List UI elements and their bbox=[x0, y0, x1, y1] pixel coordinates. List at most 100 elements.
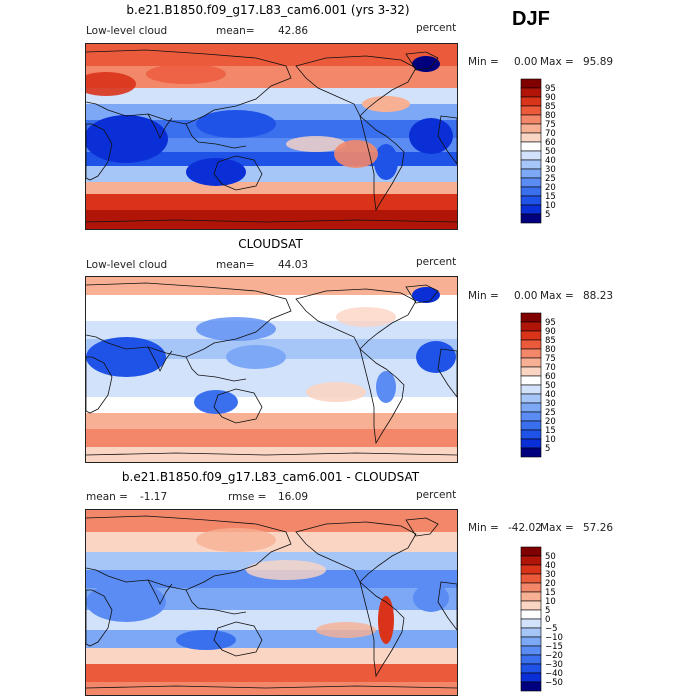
colorbar-box bbox=[520, 681, 542, 692]
colorbar-box bbox=[520, 78, 542, 89]
cloud-patch bbox=[306, 382, 366, 402]
panel-3-mean-value: -1.17 bbox=[140, 491, 168, 503]
coastline bbox=[86, 282, 292, 358]
panel-3-mean-label: mean = bbox=[86, 491, 128, 503]
panel-2-mean-label: mean= bbox=[216, 259, 255, 271]
cloud-patch bbox=[146, 64, 226, 84]
panel-2-min-label: Min = bbox=[468, 290, 499, 302]
panel-3-units: percent bbox=[416, 489, 457, 501]
coastline bbox=[405, 517, 439, 537]
latitude-band bbox=[86, 295, 457, 321]
coastline bbox=[185, 589, 247, 615]
latitude-band bbox=[86, 682, 457, 695]
colorbar-tick-label: 60 bbox=[545, 372, 556, 382]
colorbar-box bbox=[520, 150, 542, 161]
colorbar-box bbox=[520, 546, 542, 557]
panel-3-min-label: Min = bbox=[468, 522, 499, 534]
colorbar-box bbox=[520, 312, 542, 323]
latitude-band bbox=[86, 166, 457, 182]
colorbar-tick-label: 30 bbox=[545, 570, 556, 580]
panel-2-max-value: 88.23 bbox=[583, 290, 614, 302]
latitude-band bbox=[86, 377, 457, 397]
panel-2-max-label: Max = bbox=[540, 290, 574, 302]
colorbar-tick-label: −50 bbox=[545, 678, 563, 688]
colorbar-box bbox=[520, 600, 542, 611]
colorbar-box bbox=[520, 627, 542, 638]
colorbar-tick-label: 15 bbox=[545, 588, 556, 598]
latitude-band bbox=[86, 88, 457, 104]
colorbar-box bbox=[520, 573, 542, 584]
colorbar-tick-label: 10 bbox=[545, 435, 556, 445]
colorbar-box bbox=[520, 429, 542, 440]
latitude-band bbox=[86, 210, 457, 229]
latitude-band bbox=[86, 194, 457, 210]
colorbar-box bbox=[520, 159, 542, 170]
coastline bbox=[405, 284, 439, 304]
coastline bbox=[213, 388, 263, 424]
colorbar-box bbox=[520, 321, 542, 332]
colorbar-tick-label: 50 bbox=[545, 381, 556, 391]
cloud-patch bbox=[376, 371, 396, 403]
colorbar-tick-label: 70 bbox=[545, 363, 556, 373]
cloud-patch bbox=[186, 158, 246, 186]
colorbar-tick-label: 5 bbox=[545, 444, 550, 454]
colorbar-tick-label: 85 bbox=[545, 102, 556, 112]
coastline bbox=[359, 580, 405, 678]
latitude-band bbox=[86, 66, 457, 88]
colorbar-box bbox=[520, 564, 542, 575]
panel-3-map bbox=[85, 509, 458, 696]
panel-2-min-value: 0.00 bbox=[514, 290, 538, 302]
coastline bbox=[147, 113, 173, 139]
colorbar-tick-label: 75 bbox=[545, 354, 556, 364]
colorbar-box bbox=[520, 555, 542, 566]
colorbar-box bbox=[520, 177, 542, 188]
latitude-band bbox=[86, 397, 457, 413]
colorbar-box bbox=[520, 636, 542, 647]
coastline bbox=[147, 579, 173, 605]
colorbar-box bbox=[520, 168, 542, 179]
colorbar-tick-label: 15 bbox=[545, 192, 556, 202]
colorbar-box bbox=[520, 447, 542, 458]
colorbar-tick-label: −20 bbox=[545, 651, 563, 661]
colorbar-box bbox=[520, 654, 542, 665]
colorbar-tick-label: 85 bbox=[545, 336, 556, 346]
cloud-patch bbox=[316, 622, 376, 638]
colorbar-tick-label: 5 bbox=[545, 606, 550, 616]
cloud-patch bbox=[334, 140, 378, 168]
colorbar-box bbox=[520, 141, 542, 152]
coastline bbox=[437, 115, 457, 165]
cloud-patch bbox=[86, 337, 166, 377]
cloud-patch bbox=[413, 584, 449, 612]
coastline bbox=[86, 589, 113, 647]
latitude-band bbox=[86, 44, 457, 66]
coastline bbox=[86, 452, 457, 456]
colorbar-tick-label: 80 bbox=[545, 345, 556, 355]
colorbar-box bbox=[520, 96, 542, 107]
colorbar-tick-label: 0 bbox=[545, 615, 550, 625]
colorbar-box bbox=[520, 672, 542, 683]
colorbar-tick-label: 25 bbox=[545, 174, 556, 184]
colorbar-box bbox=[520, 330, 542, 341]
cloud-patch bbox=[409, 118, 453, 154]
colorbar-box bbox=[520, 375, 542, 386]
cloud-patch bbox=[86, 115, 168, 163]
latitude-band bbox=[86, 648, 457, 664]
panel-2-units: percent bbox=[416, 256, 457, 268]
latitude-band bbox=[86, 664, 457, 682]
colorbar-tick-label: 10 bbox=[545, 201, 556, 211]
coastline bbox=[437, 348, 457, 398]
panel-1-min-value: 0.00 bbox=[514, 56, 538, 68]
latitude-band bbox=[86, 104, 457, 120]
colorbar-tick-label: 10 bbox=[545, 597, 556, 607]
season-label: DJF bbox=[512, 8, 550, 30]
colorbar-box bbox=[520, 663, 542, 674]
panel-1-units: percent bbox=[416, 22, 457, 34]
coastline bbox=[86, 685, 457, 689]
panel-3-max-value: 57.26 bbox=[583, 522, 614, 534]
latitude-band bbox=[86, 182, 457, 194]
colorbar-tick-label: 80 bbox=[545, 111, 556, 121]
panel-1-title: b.e21.B1850.f09_g17.L83_cam6.001 (yrs 3-… bbox=[126, 3, 410, 17]
colorbar-box bbox=[520, 609, 542, 620]
